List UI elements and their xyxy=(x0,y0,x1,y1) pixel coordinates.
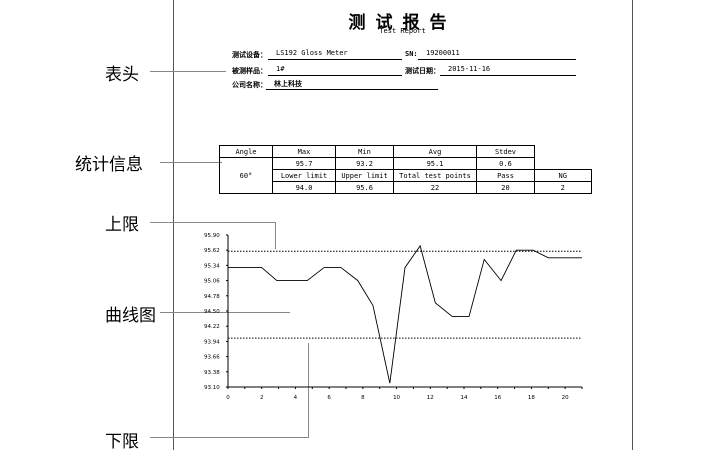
leader-line xyxy=(308,343,309,438)
y-tick-label: 94.78 xyxy=(204,294,220,300)
leader-line xyxy=(160,312,290,313)
device-label: 测试设备： xyxy=(232,51,267,59)
x-tick-label: 16 xyxy=(494,395,501,401)
y-tick-label: 93.94 xyxy=(204,339,220,345)
sample-label: 被测样品： xyxy=(232,67,267,75)
device-value: LS192 Gloss Meter xyxy=(268,49,402,60)
report-subtitle: Test Report xyxy=(379,27,426,35)
pass-value: 20 xyxy=(476,181,535,194)
leader-line xyxy=(150,437,309,438)
date-label: 测试日期： xyxy=(405,67,440,75)
header-pass: Pass xyxy=(476,169,535,182)
x-tick-label: 2 xyxy=(260,395,264,401)
report-title: 测试报告 xyxy=(348,13,457,33)
page-left-border xyxy=(173,0,174,450)
date-value: 2015-11-16 xyxy=(440,65,576,76)
annotation-header: 表头 xyxy=(105,65,139,85)
company-label: 公司名称： xyxy=(232,81,267,89)
sn-label: SN: xyxy=(405,50,418,58)
y-tick-label: 93.38 xyxy=(204,370,220,376)
page-right-border xyxy=(632,0,633,450)
total-points-value: 22 xyxy=(393,181,477,194)
x-tick-label: 10 xyxy=(393,395,400,401)
measurement-line xyxy=(228,244,582,384)
x-tick-label: 12 xyxy=(427,395,434,401)
y-tick-label: 94.50 xyxy=(204,309,220,315)
x-tick-label: 20 xyxy=(562,395,569,401)
y-tick-label: 93.66 xyxy=(204,355,220,361)
y-tick-label: 95.62 xyxy=(204,248,220,254)
x-tick-label: 8 xyxy=(361,395,365,401)
y-tick-label: 94.22 xyxy=(204,324,220,330)
stats-table: Angle Max Min Avg Stdev 60° 95.7 93.2 95… xyxy=(219,145,592,194)
leader-line xyxy=(150,222,276,223)
leader-line xyxy=(150,71,226,72)
x-tick-label: 14 xyxy=(461,395,468,401)
y-tick-label: 95.06 xyxy=(204,279,220,285)
ng-value: 2 xyxy=(534,181,592,194)
annotation-stats: 统计信息 xyxy=(75,155,143,175)
y-tick-label: 93.10 xyxy=(204,385,220,391)
company-value: 林上科技 xyxy=(266,79,438,90)
y-tick-label: 95.90 xyxy=(204,233,220,239)
x-tick-label: 18 xyxy=(528,395,535,401)
sn-value: 19200011 xyxy=(418,49,576,60)
annotation-lower: 下限 xyxy=(105,432,139,452)
leader-line xyxy=(160,162,222,163)
annotation-upper: 上限 xyxy=(105,215,139,235)
x-tick-label: 4 xyxy=(294,395,298,401)
sample-value: 1# xyxy=(268,65,402,76)
x-tick-label: 0 xyxy=(226,395,230,401)
leader-line xyxy=(275,222,276,249)
y-tick-label: 95.34 xyxy=(204,263,220,269)
angle-value: 60° xyxy=(219,157,273,194)
x-tick-label: 6 xyxy=(327,395,331,401)
annotation-curve: 曲线图 xyxy=(105,306,156,326)
